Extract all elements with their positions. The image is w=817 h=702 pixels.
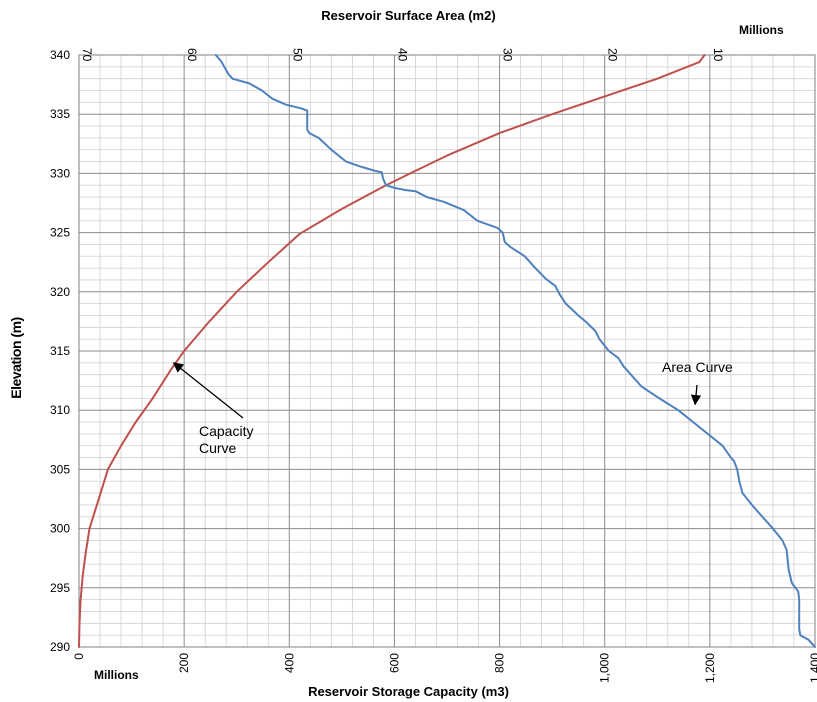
x-axis-title: Reservoir Storage Capacity (m3) (308, 684, 509, 699)
x-top-tick-labels: 706050403020100 (80, 48, 817, 62)
x-bottom-tick-label: 400 (282, 653, 296, 673)
series-line-area-curve (214, 54, 816, 648)
y-tick-label: 310 (50, 403, 70, 417)
bottom-axis-units: Millions (94, 668, 139, 682)
y-tick-label: 320 (50, 285, 70, 299)
y-axis-title: Elevation (m) (8, 317, 24, 399)
y-tick-label: 335 (50, 107, 70, 121)
y-tick-label: 315 (50, 344, 70, 358)
x-top-tick-label: 60 (185, 48, 199, 62)
x-bottom-tick-label: 1,400 (808, 653, 817, 683)
x-top-tick-label: 50 (290, 48, 304, 62)
y-tick-label: 330 (50, 166, 70, 180)
annotation-arrow (172, 362, 244, 419)
y-tick-label: 325 (50, 226, 70, 240)
annotation-arrows (172, 362, 702, 419)
x-bottom-tick-label: 1,000 (598, 653, 612, 683)
annotation-area-curve: Area Curve (662, 359, 733, 375)
y-tick-labels: 290 295 300 305 310 315 320 325 330 335 340 (50, 48, 70, 654)
x-top-tick-label: 70 (80, 48, 94, 62)
series-layer (78, 54, 816, 648)
x-bottom-tick-label: 800 (493, 653, 507, 673)
major-gridlines (78, 54, 816, 648)
x-bottom-tick-label: 600 (387, 653, 401, 673)
plot-area-frame (78, 54, 816, 648)
top-axis-units: Millions (739, 23, 784, 37)
minor-gridlines (79, 55, 815, 647)
x-top-tick-label: 40 (395, 48, 409, 62)
x-bottom-tick-label: 1,200 (703, 653, 717, 683)
x-top-tick-label: 10 (711, 48, 725, 62)
x-bottom-tick-labels: 0 200 400 600 800 1,000 1,200 1,400 (72, 653, 817, 683)
y-tick-label: 305 (50, 462, 70, 476)
x-bottom-tick-label: 0 (72, 653, 86, 660)
x-bottom-tick-label: 200 (177, 653, 191, 673)
x-top-tick-label: 30 (501, 48, 515, 62)
y-tick-label: 290 (50, 640, 70, 654)
annotation-capacity-curve: Capacity Curve (199, 423, 254, 456)
series-line-capacity-curve (78, 54, 706, 648)
y-tick-label: 340 (50, 48, 70, 62)
x-top-tick-label: 20 (606, 48, 620, 62)
annotation-arrow (690, 384, 702, 406)
y-tick-label: 300 (50, 522, 70, 536)
y-tick-label: 295 (50, 581, 70, 595)
top-axis-title: Reservoir Surface Area (m2) (321, 8, 496, 23)
